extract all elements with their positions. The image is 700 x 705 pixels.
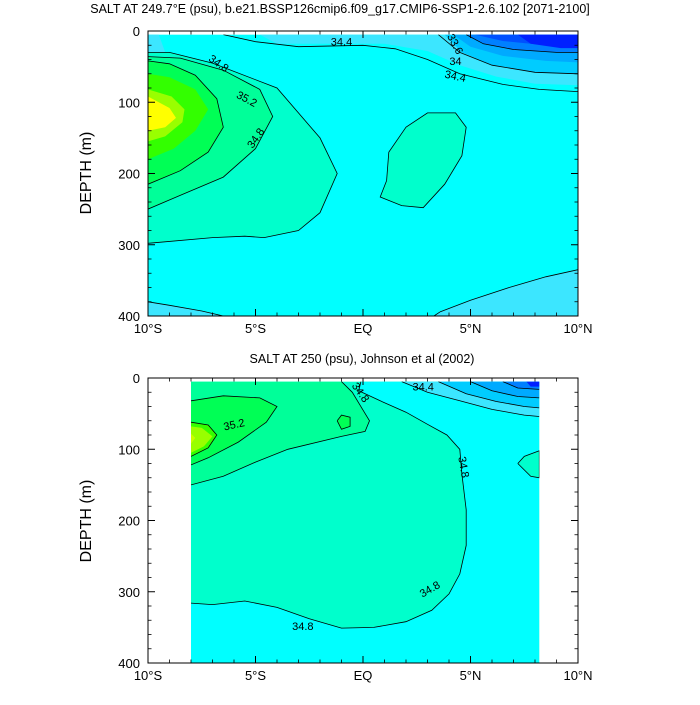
contour-fill-5 [191, 395, 277, 465]
contour-line-2 [466, 34, 578, 53]
y-tick-label-1: 100 [118, 95, 140, 110]
y-tick-label-3: 300 [118, 238, 140, 253]
contour-label-5: 34.8 [292, 621, 313, 633]
contour-label-2: 34.4 [412, 382, 433, 394]
contour-fill-14 [148, 96, 176, 131]
contour-label-3: 34.8 [455, 456, 471, 479]
x-tick-label-3: 5°N [460, 668, 482, 683]
contour-fill-1 [433, 269, 578, 316]
contour-line-8 [433, 269, 578, 316]
contour-line-3 [148, 52, 338, 244]
contour-fill-15 [148, 34, 166, 53]
y-tick-label-2: 200 [118, 514, 140, 529]
y-tick-label-4: 400 [118, 309, 140, 324]
x-tick-label-4: 10°N [563, 668, 592, 683]
contour-fill-13 [517, 34, 578, 49]
x-tick-label-1: 5°S [245, 321, 266, 336]
contour-fill-6 [337, 415, 351, 430]
contour-fill-0 [148, 301, 224, 316]
y-tick-label-3: 300 [118, 585, 140, 600]
x-tick-label-2: EQ [354, 321, 373, 336]
y-tick-label-0: 0 [133, 371, 140, 386]
contour-fill-11 [526, 381, 540, 387]
contour-label-0: 35.2 [222, 417, 245, 433]
contour-label-0: 34.4 [331, 37, 352, 49]
x-tick-label-2: EQ [354, 668, 373, 683]
contour-line-4 [148, 56, 274, 210]
contour-line-1 [438, 34, 578, 75]
contour-line-2 [191, 395, 278, 466]
panel1-ylabel: DEPTH (m) [78, 132, 95, 215]
contour-fill-0 [191, 381, 540, 663]
contour-line-4 [336, 414, 351, 430]
panel2-plot: 35.234.8 34.434.834.834.810°S 5°S EQ 5°N 10°N… [118, 371, 592, 683]
x-tick-label-0: 10°S [134, 668, 163, 683]
y-tick-label-1: 100 [118, 442, 140, 457]
contour-line-5 [401, 381, 540, 417]
panel2-ylabel: DEPTH (m) [78, 480, 95, 563]
contour-label-3: 34.4 [444, 69, 467, 85]
contour-line-8 [502, 381, 540, 390]
panel2-title: SALT AT 250 (psu), Johnson et al (2002) [250, 352, 475, 366]
y-tick-label-4: 400 [118, 656, 140, 671]
contour-line-5 [148, 60, 224, 185]
contour-fill-1 [517, 450, 540, 478]
contour-fill-12 [191, 433, 196, 444]
contour-line-3 [191, 421, 218, 457]
contour-line-7 [470, 381, 540, 399]
x-tick-label-4: 10°N [563, 321, 592, 336]
y-tick-label-2: 200 [118, 167, 140, 182]
contour-line-1 [191, 381, 370, 486]
contour-fill-10 [191, 426, 213, 453]
contour-line-6 [379, 112, 467, 209]
contour-line-0 [223, 34, 578, 92]
x-tick-label-0: 10°S [134, 321, 163, 336]
contour-label-2: 34 [449, 56, 461, 68]
contour-line-6 [438, 381, 540, 409]
contour-line-9 [517, 450, 540, 479]
y-tick-label-0: 0 [133, 24, 140, 39]
x-tick-label-1: 5°S [245, 668, 266, 683]
x-tick-label-3: 5°N [460, 321, 482, 336]
panel1-title: SALT AT 249.7°E (psu), b.e21.BSSP126cmip… [90, 2, 590, 16]
contour-line-0 [191, 381, 467, 629]
